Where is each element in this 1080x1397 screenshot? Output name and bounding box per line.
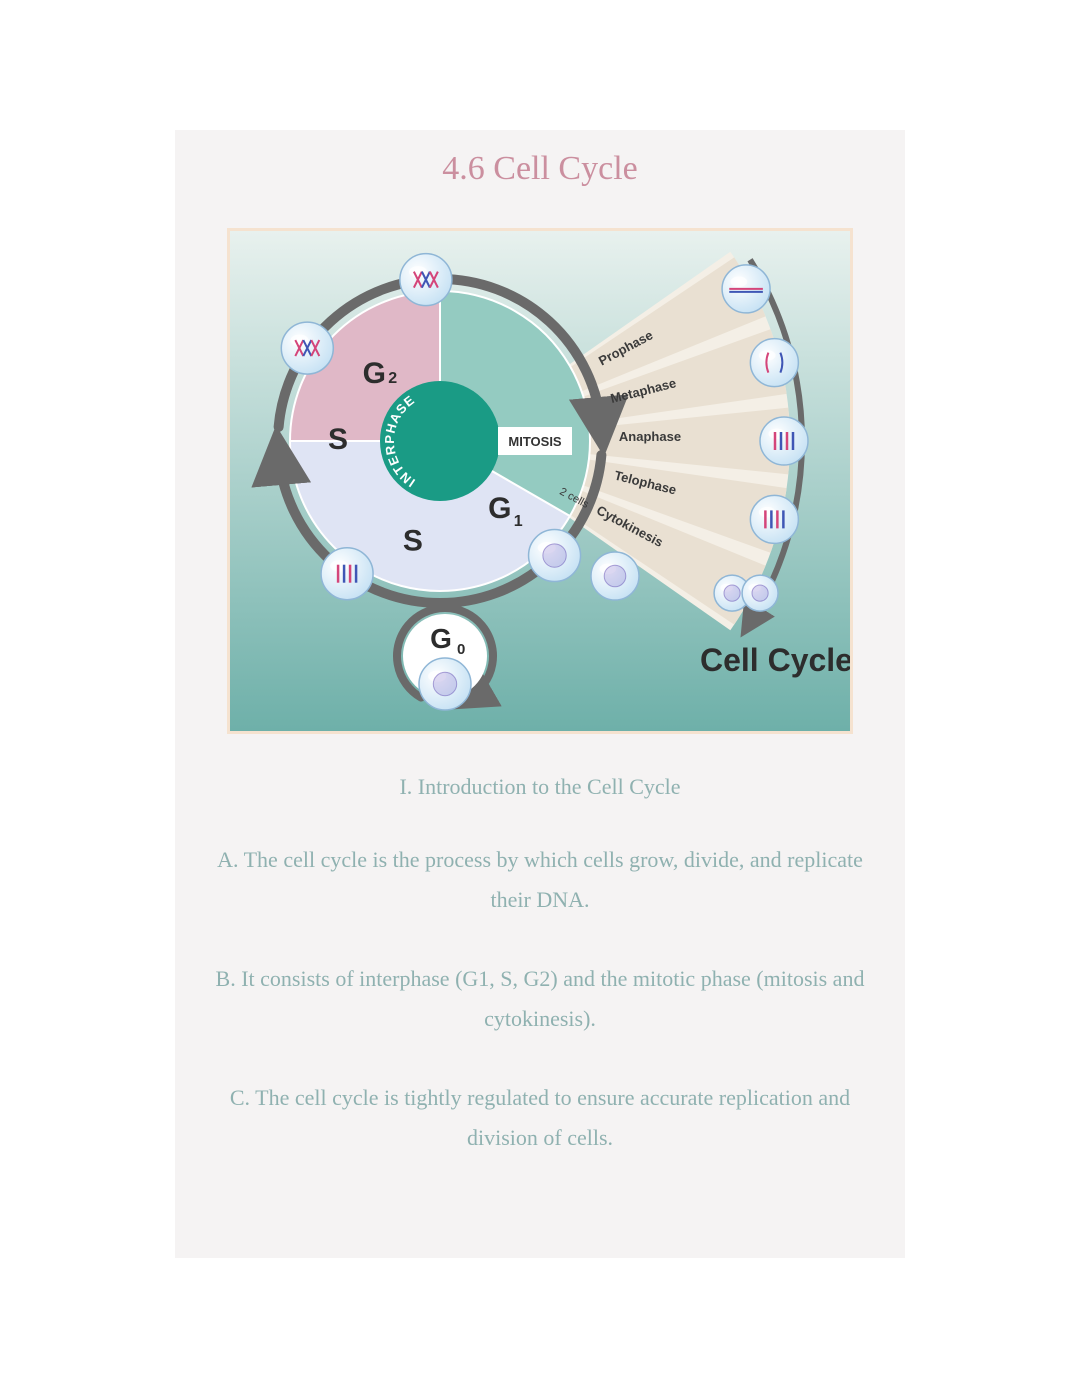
page-title: 4.6 Cell Cycle	[175, 150, 905, 188]
section-heading: I. Introduction to the Cell Cycle	[205, 774, 875, 800]
svg-text:G: G	[488, 492, 511, 525]
body-paragraph: A. The cell cycle is the process by whic…	[205, 840, 875, 919]
svg-text:2: 2	[388, 370, 397, 387]
svg-text:0: 0	[457, 641, 465, 658]
cell-cycle-diagram: INTERPHASEG2SMITOSISSG1G0ProphaseMetapha…	[227, 228, 853, 734]
svg-text:Cell Cycle: Cell Cycle	[700, 642, 850, 678]
svg-text:G: G	[363, 357, 386, 390]
svg-text:G: G	[430, 623, 452, 654]
page: 4.6 Cell Cycle INTERPHASEG2SMITOSISSG1G0…	[175, 130, 905, 1258]
svg-text:MITOSIS: MITOSIS	[508, 434, 562, 449]
content-section: I. Introduction to the Cell Cycle A. The…	[175, 734, 905, 1158]
body-paragraph: C. The cell cycle is tightly regulated t…	[205, 1078, 875, 1157]
svg-text:S: S	[403, 524, 423, 557]
body-paragraph: B. It consists of interphase (G1, S, G2)…	[205, 959, 875, 1038]
svg-text:S: S	[328, 423, 348, 456]
svg-text:Anaphase: Anaphase	[619, 429, 681, 444]
svg-text:1: 1	[514, 513, 523, 530]
